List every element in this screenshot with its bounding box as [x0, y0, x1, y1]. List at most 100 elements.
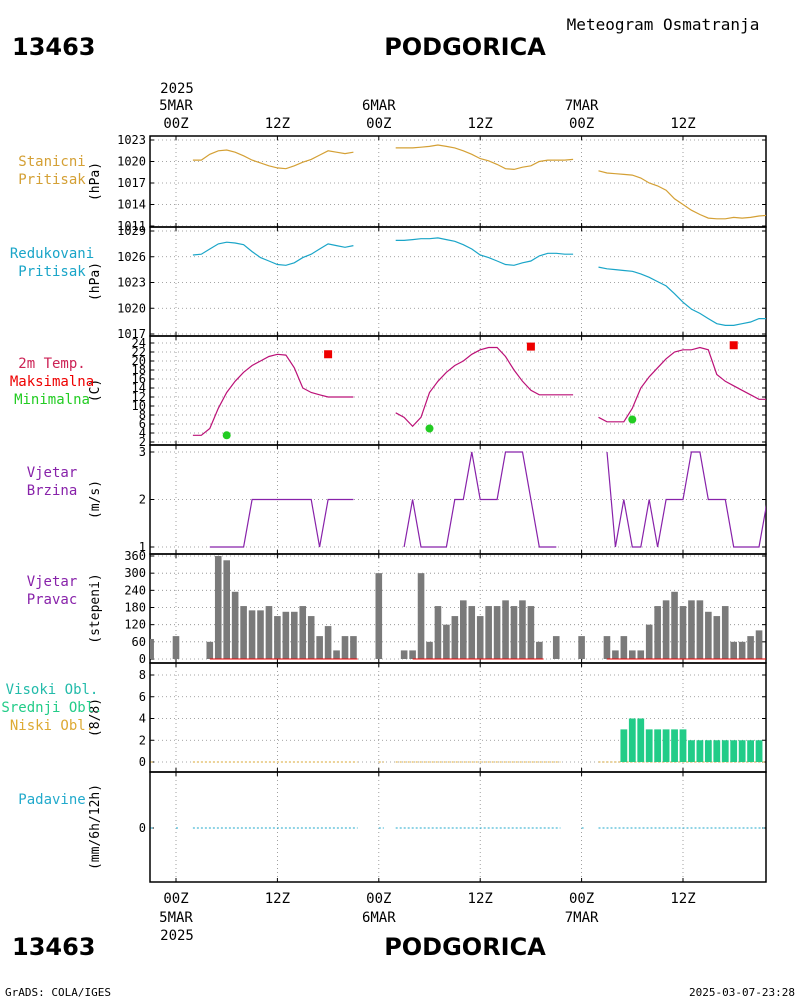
direction-bar: [417, 573, 425, 659]
direction-bar: [612, 650, 619, 659]
direction-bar: [603, 636, 611, 659]
panel-precipitation: 0 (mm/6h/12h)Padavine: [18, 771, 767, 883]
series-line-2: [395, 237, 574, 266]
panel-label: Maksimalna: [10, 374, 94, 390]
y-tick-label: 1017: [117, 327, 146, 341]
panel-label: Pritisak: [18, 172, 86, 188]
cloud-bar: [730, 740, 738, 762]
marks: [192, 144, 766, 220]
panel-reduced-pressure: 1017 1020 1023 1026 1029 (hPa)Redukovani Priti…: [10, 224, 767, 341]
y-tick-label: 24: [132, 336, 146, 350]
y-tick-label: 1: [139, 540, 146, 554]
timestamp: 2025-03-07-23:28: [689, 986, 795, 999]
panel-station-pressure: 1011 1014 1017 1020 1023 (hPa)Stanicni Pritisa…: [18, 133, 767, 233]
y-tick-label: 18: [132, 363, 146, 377]
direction-bar: [502, 600, 509, 659]
series-line-3: [598, 266, 766, 326]
direction-bar: [485, 606, 492, 659]
cloud-bar: [721, 740, 729, 762]
y-tick-label: 1020: [117, 155, 146, 169]
cloud-bar: [688, 740, 695, 762]
direction-bar: [248, 610, 256, 659]
panel-label: Srednji Obl.: [1, 700, 102, 716]
direction-bar: [206, 641, 214, 659]
panel-label: Minimalna: [14, 392, 90, 408]
y-tick-label: 60: [132, 635, 146, 649]
cloud-bar: [671, 729, 678, 762]
hour-label-bottom: 12Z: [670, 891, 695, 907]
marks: [192, 341, 766, 440]
direction-bar: [274, 616, 281, 659]
top-time-axis: 00Z 12Z 00Z 12Z 00Z 12Z 5MAR 6MAR 7MAR: [159, 98, 696, 132]
hour-label-top: 12Z: [670, 116, 695, 132]
cloud-bar: [662, 729, 670, 762]
year-bottom: 2025: [160, 928, 194, 944]
panel-label: Stanicni: [18, 154, 85, 170]
y-tick-label: 12: [132, 390, 146, 404]
y-tick-label: 360: [124, 549, 146, 563]
cloud-bar: [628, 718, 636, 762]
series-line-1: [209, 498, 354, 548]
y-tick-label: 1020: [117, 301, 146, 315]
y-tick-label: 240: [124, 583, 146, 597]
y-tick-label: 1011: [117, 219, 146, 233]
series-line-1: [192, 149, 354, 170]
panel-frame: [149, 771, 767, 883]
y-tick-label: 10: [132, 399, 146, 413]
cloud-bar: [704, 740, 712, 762]
direction-bar: [443, 624, 450, 659]
series-line-2: [395, 346, 574, 428]
series-line-1: [192, 353, 354, 436]
hour-label-bottom: 00Z: [163, 891, 188, 907]
direction-bar: [620, 636, 628, 659]
hour-label-bottom: 00Z: [366, 891, 391, 907]
y-tick-label: 120: [124, 618, 146, 632]
station-name-top: PODGORICA: [384, 33, 546, 61]
panel-wind-speed: 1 2 3 (m/s) Vjetar Brzina: [27, 444, 767, 555]
day-label-top: 6MAR: [362, 98, 396, 114]
direction-bar: [552, 636, 560, 659]
min-temp-marker: [425, 424, 434, 433]
max-temp-marker: [729, 341, 738, 350]
direction-bar: [426, 641, 433, 659]
hour-label-top: 00Z: [569, 116, 594, 132]
min-temp-marker: [628, 415, 637, 424]
y-axis-label: (m/s): [88, 480, 103, 519]
panel-clouds: 0 2 4 6 8 (8/8)Visoki Obl. Srednji Obl. Niski O…: [1, 662, 767, 773]
direction-bar: [679, 606, 687, 659]
cloud-bar: [696, 740, 704, 762]
direction-bar: [654, 606, 661, 659]
y-tick-label: 1023: [117, 276, 146, 290]
cloud-bar: [755, 740, 763, 762]
direction-bar: [578, 636, 585, 659]
direction-bar: [231, 591, 239, 659]
y-tick-label: 6: [139, 690, 146, 704]
y-tick-label: 8: [139, 668, 146, 682]
y-tick-label: 1029: [117, 224, 146, 238]
cloud-bar: [637, 718, 645, 762]
direction-bar: [350, 636, 357, 659]
direction-bar: [460, 600, 467, 659]
y-tick-label: 1014: [117, 198, 146, 212]
panel-label: Vjetar: [27, 465, 78, 481]
y-tick-label: 2: [139, 733, 146, 747]
y-tick-label: 4: [139, 712, 146, 726]
direction-bar: [536, 641, 543, 659]
direction-bar: [333, 650, 340, 659]
y-tick-label: 14: [132, 381, 146, 395]
panel-label: Pravac: [27, 592, 78, 608]
marks: [150, 556, 766, 660]
direction-bar: [257, 610, 264, 659]
panel-label: Vjetar: [27, 574, 78, 590]
panel-label: Niski Obl.: [10, 718, 94, 734]
credit: GrADS: COLA/IGES: [5, 986, 111, 999]
hour-label-top: 12Z: [265, 116, 290, 132]
direction-bar: [341, 636, 349, 659]
bottom-time-axis: 00Z 12Z 00Z 12Z 00Z 12Z 5MAR 6MAR 7MAR: [159, 891, 696, 926]
panel-label: Redukovani: [10, 246, 94, 262]
y-axis-label: (8/8): [88, 698, 103, 737]
direction-bar: [214, 556, 222, 659]
direction-bar: [291, 611, 298, 659]
panel-label: Pritisak: [18, 264, 86, 280]
